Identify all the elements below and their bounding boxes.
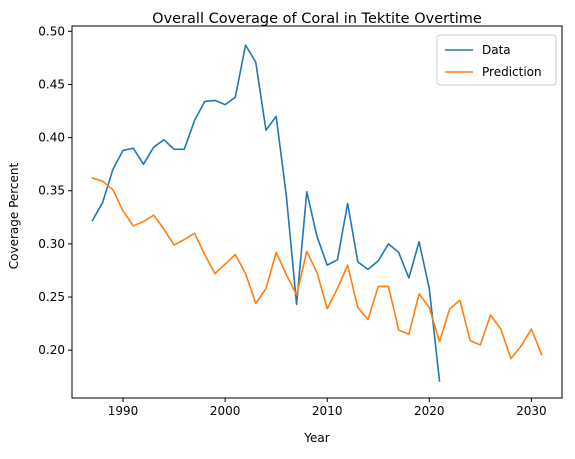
y-tick-label: 0.20 (38, 343, 65, 357)
x-axis: 1990 2000 2010 2020 2030 (108, 398, 547, 418)
x-tick-label: 2020 (414, 404, 445, 418)
plot-frame (71, 25, 563, 399)
y-tick-label: 0.30 (38, 237, 65, 251)
x-tick-label: 2030 (516, 404, 547, 418)
y-tick-label: 0.35 (38, 184, 65, 198)
y-tick-label: 0.40 (38, 131, 65, 145)
legend-label-prediction: Prediction (482, 65, 542, 79)
y-axis-label: Coverage Percent (7, 162, 21, 269)
x-tick-label: 2010 (312, 404, 343, 418)
x-tick-label: 2000 (210, 404, 241, 418)
y-axis: 0.20 0.25 0.30 0.35 0.40 0.45 0.50 (38, 24, 72, 357)
legend: Data Prediction (436, 34, 557, 86)
legend-label-data: Data (482, 43, 511, 57)
x-tick-label: 1990 (108, 404, 139, 418)
series-line-data (91, 44, 441, 382)
series-line-prediction (91, 176, 543, 360)
y-tick-label: 0.45 (38, 77, 65, 91)
plot-area (91, 44, 543, 382)
y-tick-label: 0.50 (38, 24, 65, 38)
y-tick-label: 0.25 (38, 290, 65, 304)
chart-title: Overall Coverage of Coral in Tektite Ove… (152, 11, 482, 27)
x-axis-label: Year (303, 431, 329, 445)
